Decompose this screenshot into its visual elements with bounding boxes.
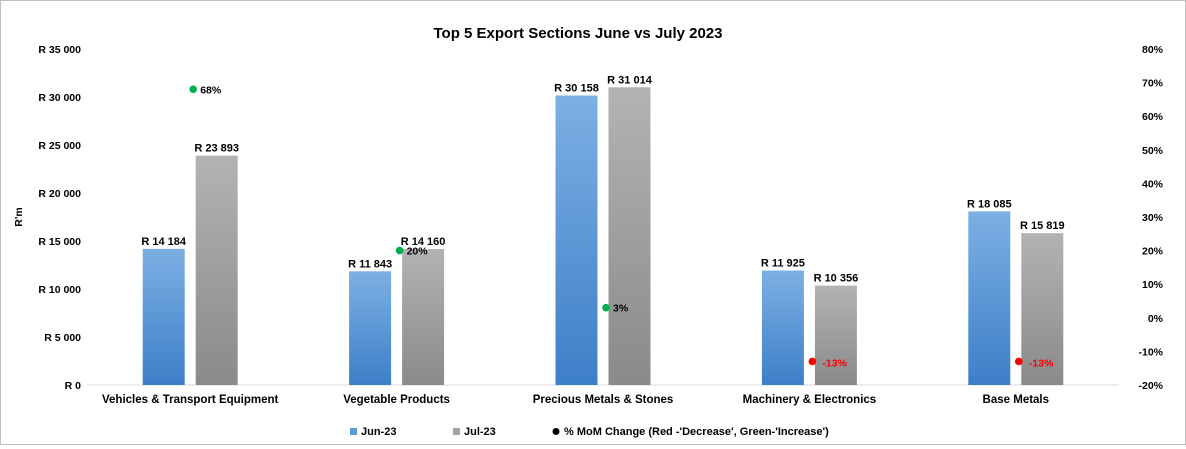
bar-labels-group: R 14 184 R 23 893 R 11 843 R 14 160 R 30 158… [141, 74, 1064, 284]
bar-jul [1021, 233, 1064, 385]
bar-label-jun: R 14 184 [141, 236, 187, 248]
bar-label-jul: R 10 356 [814, 273, 859, 285]
mom-point-label: 20% [407, 246, 429, 258]
mom-points-group: 68% 20% 3% -13% -13% [189, 84, 1054, 369]
bar-label-jun: R 30 158 [554, 82, 599, 94]
bar-label-jun: R 11 843 [348, 258, 392, 270]
y2-tick-label: 50% [1142, 145, 1164, 157]
y2-tick-label: -20% [1138, 380, 1163, 392]
legend-marker-mom [552, 428, 560, 435]
chart-title: Top 5 Export Sections June vs July 2023 [434, 25, 723, 42]
mom-point-label: -13% [822, 357, 847, 369]
bars-group [142, 87, 1064, 386]
category-label: Base Metals [983, 394, 1049, 406]
y2-tick-label: -10% [1138, 346, 1163, 358]
legend: Jun-23 Jul-23 % MoM Change (Red -'Decrea… [350, 426, 829, 438]
y-tick-label: R 35 000 [38, 44, 81, 56]
y2-tick-label: 20% [1142, 246, 1164, 258]
mom-point [602, 303, 610, 312]
bar-label-jun: R 11 925 [761, 258, 805, 270]
y-axis-label: R'm [13, 207, 25, 226]
y2-tick-label: 10% [1142, 279, 1164, 291]
bar-jul [814, 285, 857, 385]
y2-tick-label: 40% [1142, 178, 1164, 190]
bar-label-jul: R 31 014 [607, 74, 653, 86]
y-tick-label: R 10 000 [38, 284, 81, 296]
bar-jun [555, 95, 598, 385]
category-label: Precious Metals & Stones [533, 394, 674, 406]
y2-tick-label: 70% [1142, 78, 1164, 90]
legend-label-jul: Jul-23 [464, 426, 496, 438]
y2-tick-label: 30% [1142, 212, 1164, 224]
category-label: Vegetable Products [343, 394, 450, 406]
bar-label-jul: R 14 160 [401, 236, 446, 248]
y-tick-label: R 25 000 [38, 140, 81, 152]
y2-tick-label: 0% [1148, 313, 1164, 325]
y-axis-ticks: R 0 R 5 000 R 10 000 R 15 000 R 20 000 R 25 0… [38, 44, 81, 392]
bar-label-jul: R 15 819 [1020, 220, 1065, 232]
mom-point-label: 3% [613, 303, 629, 315]
mom-point [1015, 357, 1023, 366]
y-tick-label: R 5 000 [44, 332, 81, 344]
bar-jun [968, 211, 1011, 385]
mom-point-label: -13% [1029, 357, 1054, 369]
y-tick-label: R 30 000 [38, 92, 81, 104]
bar-jun [761, 270, 804, 385]
bar-jun [142, 248, 185, 385]
legend-swatch-jun [350, 428, 357, 435]
mom-point [808, 357, 817, 366]
legend-label-mom: % MoM Change (Red -'Decrease', Green-'In… [564, 426, 829, 438]
legend-label-jun: Jun-23 [361, 426, 396, 438]
secondary-y-axis-ticks: -20% -10% 0% 10% 20% 30% 40% 50% 60% 70% 80% [1138, 44, 1163, 392]
y-tick-label: R 15 000 [38, 236, 81, 248]
bar-jul [195, 155, 238, 385]
bar-jul [608, 87, 651, 386]
category-labels: Vehicles & Transport Equipment Vegetable … [102, 394, 1049, 406]
mom-point [189, 85, 197, 94]
mom-point-label: 68% [200, 84, 222, 96]
legend-swatch-jul [453, 428, 460, 435]
category-label: Machinery & Electronics [743, 394, 877, 406]
bar-jun [349, 271, 392, 385]
mom-point [395, 246, 404, 255]
y2-tick-label: 80% [1142, 44, 1164, 56]
bar-label-jul: R 23 893 [194, 143, 239, 155]
bar-label-jun: R 18 085 [967, 198, 1012, 210]
bar-jul [402, 249, 445, 385]
category-label: Vehicles & Transport Equipment [102, 394, 279, 406]
y2-tick-label: 60% [1142, 111, 1164, 123]
y-tick-label: R 0 [65, 380, 82, 392]
y-tick-label: R 20 000 [38, 188, 81, 200]
